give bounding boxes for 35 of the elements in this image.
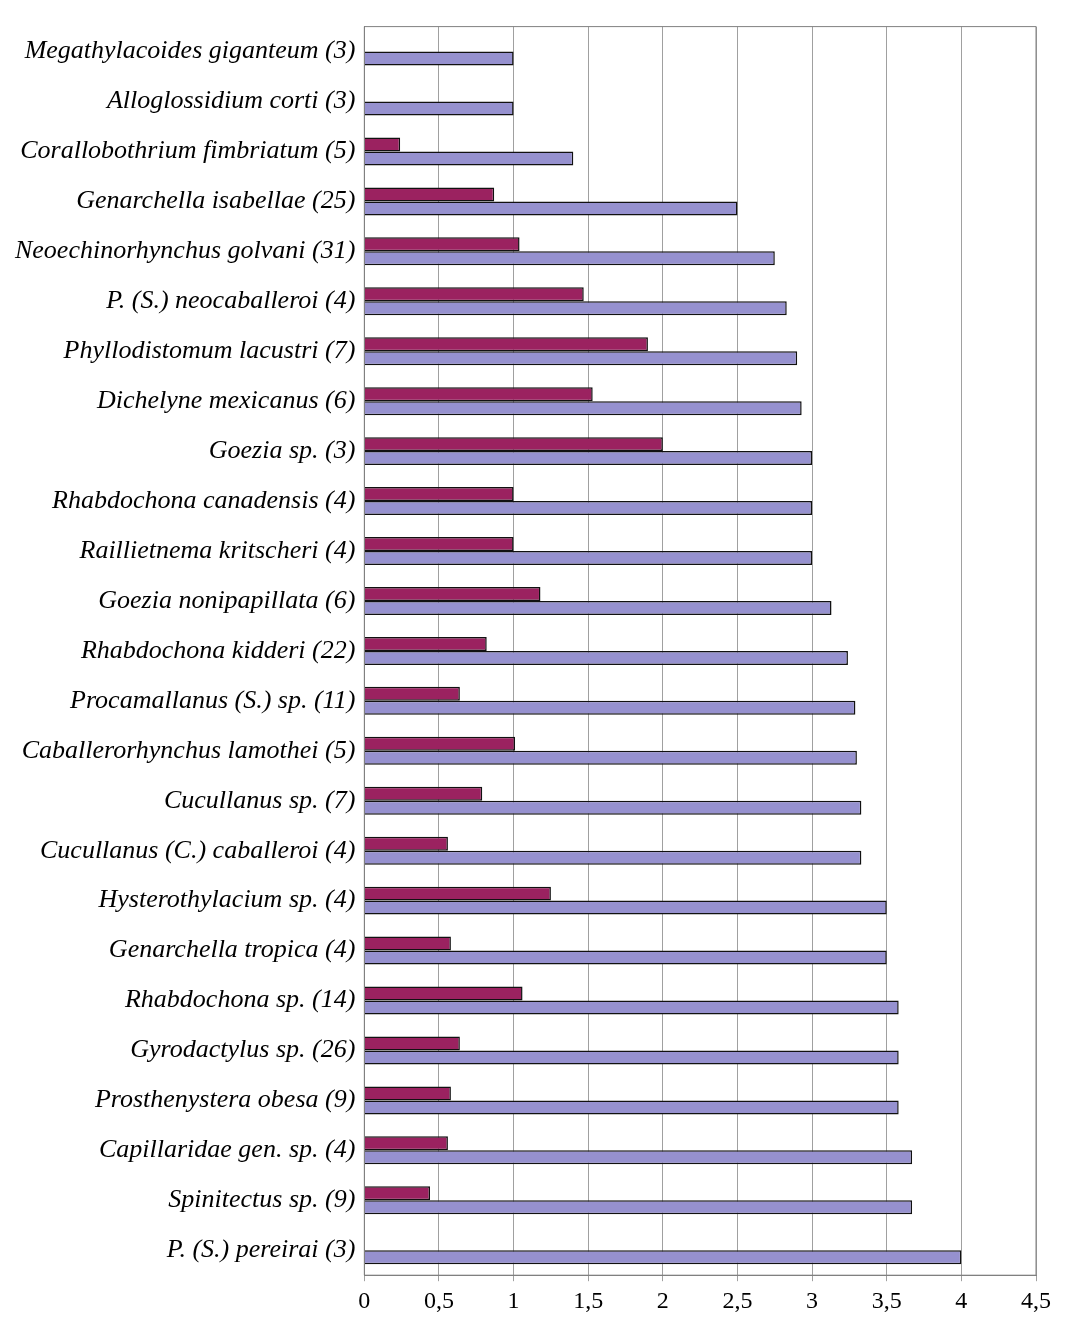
x-tick-label: 3,5 (871, 1286, 902, 1313)
y-tick-label: Prosthenystera obesa (9) (93, 1084, 356, 1114)
y-tick-label: P. (S.) neocaballeroi (4) (105, 285, 356, 315)
y-tick-label: Genarchella isabellae (25) (76, 185, 356, 215)
y-tick-label: Genarchella tropica (4) (108, 934, 356, 964)
y-tick-label: Dichelyne mexicanus (6) (95, 385, 356, 415)
y-tick-label: Rhabdochona sp. (14) (123, 984, 356, 1014)
y-tick-label: Phyllodistomum lacustri (7) (62, 335, 356, 365)
y-tick-label: Cucullanus (C.) caballeroi (4) (40, 834, 356, 864)
y-tick-label: Goezia sp. (3) (208, 434, 356, 464)
y-tick-label: Cucullanus sp. (7) (163, 784, 356, 814)
y-tick-label: Hysterothylacium sp. (4) (97, 884, 356, 914)
y-tick-label: Capillaridae gen. sp. (4) (98, 1134, 356, 1164)
x-tick-label: 1 (507, 1286, 520, 1313)
y-tick-label: Megathylacoides giganteum (3) (23, 35, 356, 65)
x-tick-label: 0 (358, 1286, 371, 1313)
x-tick-label: 4,5 (1021, 1286, 1051, 1313)
y-tick-label: Rhabdochona canadensis (4) (51, 484, 356, 514)
y-tick-label: Raillietnema kritscheri (4) (78, 534, 356, 564)
y-tick-label: Gyrodactylus sp. (26) (130, 1034, 356, 1064)
x-tick-label: 1,5 (573, 1286, 604, 1313)
x-tick-label: 0,5 (423, 1286, 454, 1313)
x-tick-label: 2 (656, 1286, 669, 1313)
x-tick-label: 3 (806, 1286, 819, 1313)
y-tick-label: Rhabdochona kidderi (22) (79, 634, 356, 664)
y-tick-label: P. (S.) pereirai (3) (165, 1234, 356, 1264)
y-tick-label: Procamallanus (S.) sp. (11) (69, 684, 356, 714)
y-tick-label: Goezia nonipapillata (6) (98, 584, 356, 614)
y-tick-label: Spinitectus sp. (9) (168, 1184, 356, 1214)
x-tick-label: 2,5 (722, 1286, 753, 1313)
y-tick-label: Corallobothrium fimbriatum (5) (20, 135, 356, 165)
y-tick-label: Caballerorhynchus lamothei (5) (21, 734, 356, 764)
y-tick-label: Neoechinorhynchus golvani (31) (13, 235, 356, 265)
y-tick-label: Alloglossidium corti (3) (104, 85, 356, 115)
x-tick-label: 4 (955, 1286, 968, 1313)
